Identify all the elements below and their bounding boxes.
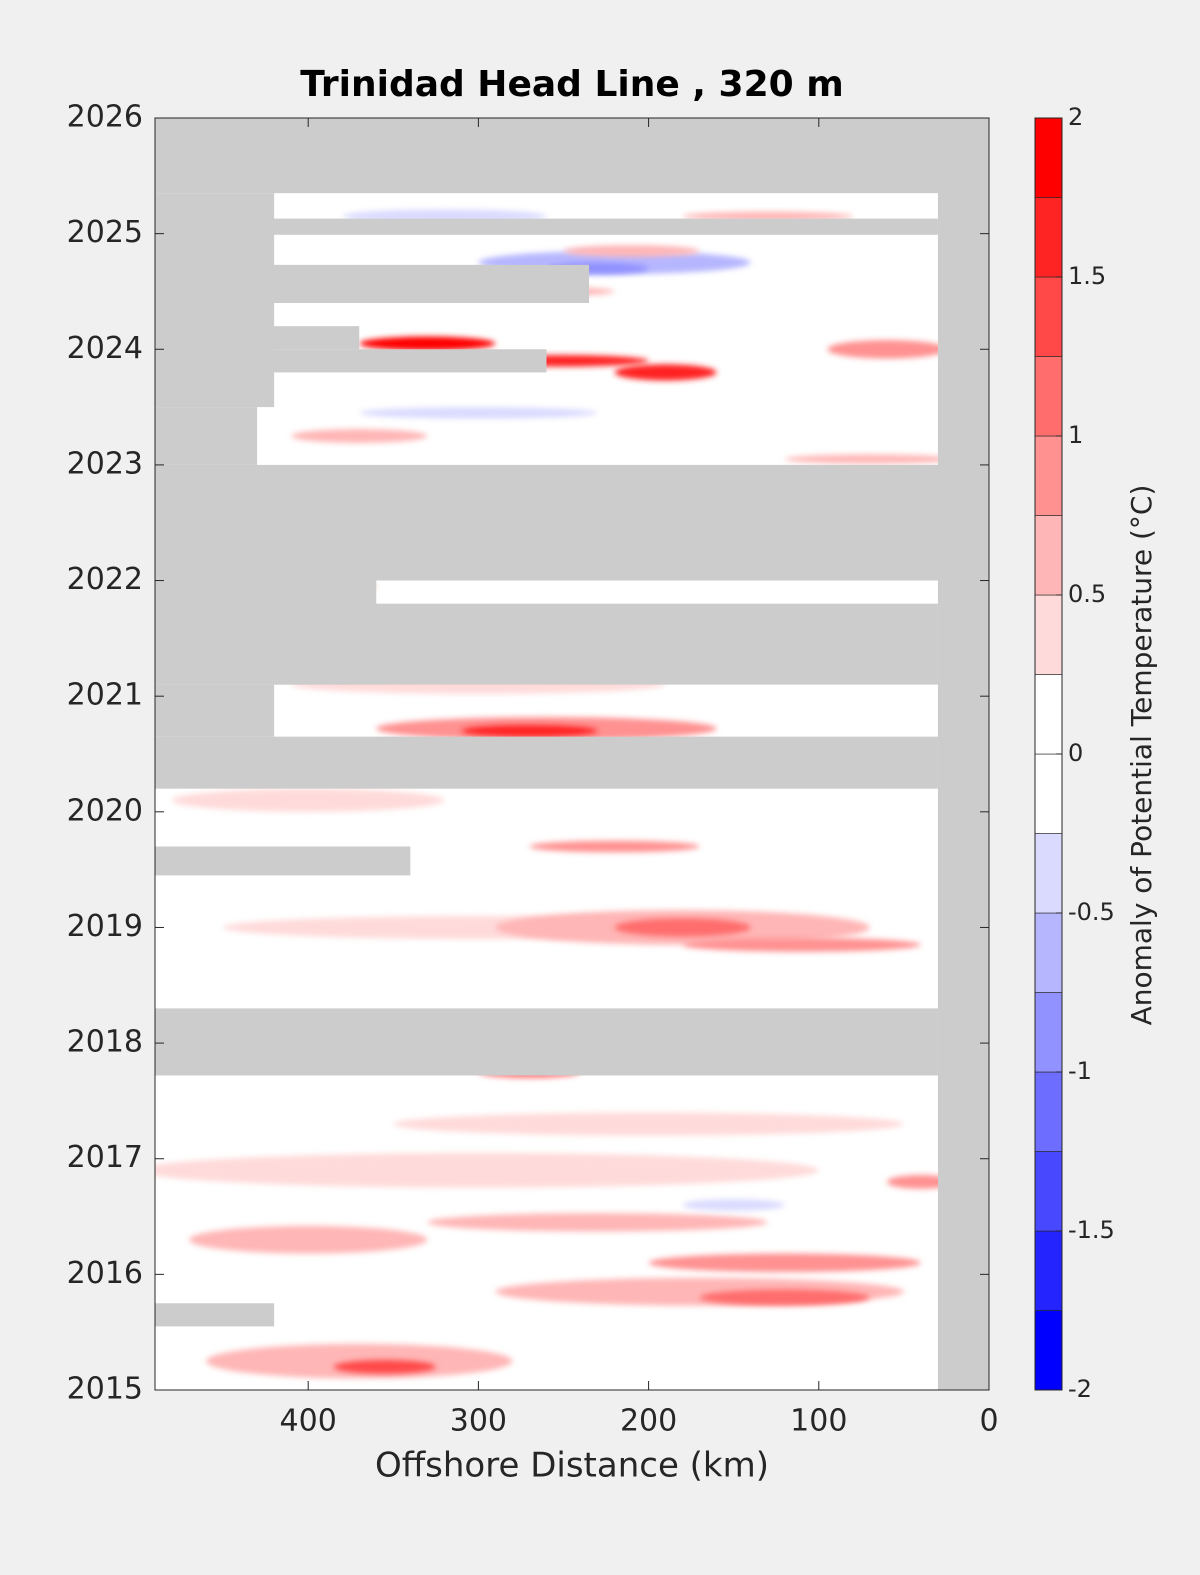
no-data	[155, 736, 938, 789]
colorbar-swatch	[1034, 753, 1063, 834]
anomaly	[155, 1152, 819, 1188]
colorbar-swatch	[1034, 197, 1063, 278]
colorbar-swatch	[1034, 435, 1063, 516]
colorbar-tick-label: -1.5	[1068, 1216, 1115, 1244]
y-tick-label: 2019	[67, 909, 143, 944]
y-tick-label: 2016	[67, 1256, 143, 1291]
no-data	[155, 264, 590, 304]
no-data	[155, 1008, 938, 1076]
y-tick-label: 2024	[67, 331, 143, 366]
colorbar-tick-label: -2	[1068, 1375, 1092, 1403]
y-tick-label: 2026	[67, 100, 143, 135]
anomaly	[333, 1359, 436, 1374]
y-tick-label: 2025	[67, 215, 143, 250]
anomaly	[291, 429, 428, 443]
plot-frame	[154, 117, 990, 1391]
y-tick-label: 2017	[67, 1140, 143, 1175]
x-tick-label: 100	[790, 1404, 847, 1439]
no-data	[155, 326, 360, 350]
x-axis-label: Offshore Distance (km)	[375, 1446, 769, 1486]
colorbar-swatch	[1034, 833, 1063, 914]
anomaly	[461, 725, 598, 737]
no-data	[155, 118, 989, 194]
y-tick-label: 2023	[67, 446, 143, 481]
colorbar-label: Anomaly of Potential Temperature (°C)	[1125, 485, 1158, 1026]
anomaly	[784, 454, 955, 464]
anomaly	[359, 407, 598, 419]
no-data	[155, 464, 989, 581]
anomaly	[682, 937, 921, 952]
no-data	[155, 846, 411, 876]
colorbar-swatch	[1034, 674, 1063, 755]
no-data	[155, 1303, 275, 1327]
anomaly	[427, 1213, 768, 1232]
anomaly	[648, 1253, 921, 1273]
colorbar-tick-label: -1	[1068, 1057, 1092, 1085]
colorbar-swatch	[1034, 912, 1063, 993]
colorbar-tick-label: -0.5	[1068, 898, 1115, 926]
colorbar-tick-label: 0.5	[1068, 580, 1106, 608]
field	[155, 118, 989, 1390]
colorbar-swatch	[1034, 515, 1063, 596]
anomaly	[172, 788, 445, 812]
x-tick-label: 300	[450, 1404, 507, 1439]
colorbar-swatch	[1034, 1230, 1063, 1311]
colorbar-tick-label: 0	[1068, 739, 1083, 767]
chart-title: Trinidad Head Line , 320 m	[300, 64, 843, 105]
no-data	[155, 218, 938, 235]
colorbar-swatch	[1034, 276, 1063, 357]
anomaly	[529, 840, 700, 853]
colorbar-swatch	[1034, 117, 1063, 198]
anomaly	[827, 340, 947, 359]
axes: 400 300 200 100 0201520162017201820192020202…	[67, 100, 1115, 1439]
colorbar-swatch	[1034, 1071, 1063, 1152]
anomaly	[189, 1225, 428, 1254]
anomaly	[614, 364, 717, 381]
anomaly	[393, 1112, 904, 1136]
colorbar-swatch	[1034, 356, 1063, 437]
colorbar-tick-label: 1	[1068, 421, 1083, 449]
y-tick-label: 2015	[67, 1372, 143, 1407]
no-data	[155, 349, 547, 373]
y-tick-label: 2022	[67, 562, 143, 597]
anomaly	[699, 1289, 870, 1306]
colorbar-tick-label: 1.5	[1068, 262, 1106, 290]
y-tick-label: 2020	[67, 793, 143, 828]
y-tick-label: 2018	[67, 1025, 143, 1060]
colorbar-swatch	[1034, 992, 1063, 1073]
anomaly	[614, 918, 751, 937]
colorbar-swatch	[1034, 594, 1063, 675]
colorbar-tick-label: 2	[1068, 103, 1083, 131]
anomaly	[682, 1199, 785, 1211]
anomaly	[359, 336, 496, 351]
anomaly	[563, 245, 700, 257]
colorbar-swatch	[1034, 1310, 1063, 1391]
x-tick-label: 200	[620, 1404, 677, 1439]
no-data	[155, 603, 938, 685]
x-tick-label: 0	[979, 1404, 998, 1439]
colorbar-swatch	[1034, 1151, 1063, 1232]
no-data	[155, 407, 258, 465]
no-data	[155, 684, 275, 737]
no-data	[937, 118, 989, 1390]
y-tick-label: 2021	[67, 678, 143, 713]
x-tick-label: 400	[280, 1404, 337, 1439]
